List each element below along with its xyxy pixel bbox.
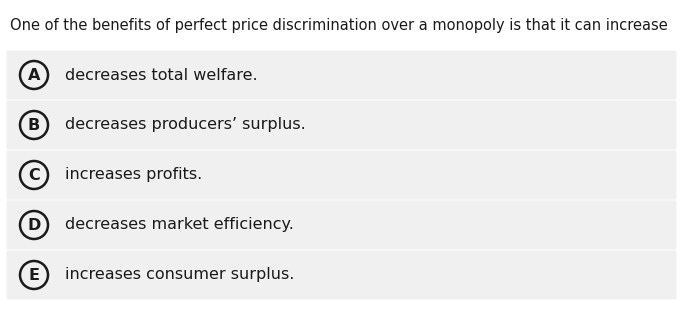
Text: D: D (27, 217, 41, 232)
Text: decreases total welfare.: decreases total welfare. (65, 67, 257, 82)
Text: A: A (28, 67, 40, 82)
FancyBboxPatch shape (7, 200, 676, 249)
Circle shape (20, 161, 48, 189)
Circle shape (20, 211, 48, 239)
FancyBboxPatch shape (7, 51, 676, 99)
Circle shape (20, 261, 48, 289)
Text: decreases producers’ surplus.: decreases producers’ surplus. (65, 117, 306, 132)
Circle shape (20, 111, 48, 139)
Text: increases profits.: increases profits. (65, 168, 202, 183)
FancyBboxPatch shape (7, 250, 676, 300)
Text: decreases market efficiency.: decreases market efficiency. (65, 217, 294, 232)
FancyBboxPatch shape (7, 151, 676, 200)
Text: One of the benefits of perfect price discrimination over a monopoly is that it c: One of the benefits of perfect price dis… (10, 18, 668, 33)
Text: E: E (29, 268, 40, 283)
FancyBboxPatch shape (7, 100, 676, 150)
Text: increases consumer surplus.: increases consumer surplus. (65, 268, 294, 283)
Text: C: C (28, 168, 40, 183)
Circle shape (20, 61, 48, 89)
Text: B: B (28, 117, 40, 132)
